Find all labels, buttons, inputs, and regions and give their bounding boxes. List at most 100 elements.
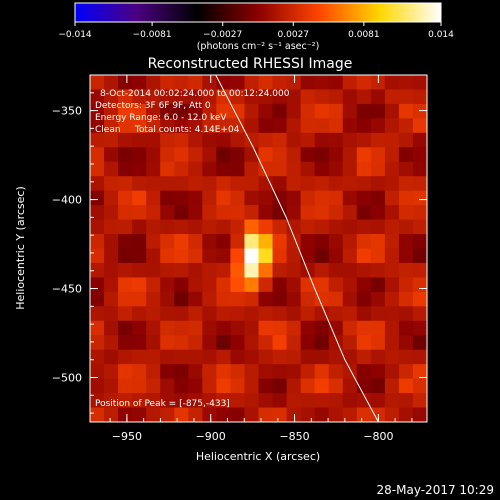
heatmap-cell <box>356 75 372 91</box>
heatmap-cell <box>314 306 330 322</box>
heatmap-cell <box>244 335 260 351</box>
heatmap-cell <box>300 335 316 351</box>
heatmap-cell <box>300 103 316 119</box>
heatmap-cell <box>132 132 147 148</box>
heatmap-cell <box>286 161 302 177</box>
heatmap-cell <box>300 407 316 422</box>
heatmap-cell <box>328 103 344 119</box>
heatmap-cell <box>412 161 427 177</box>
heatmap-cell <box>202 176 217 192</box>
heatmap-cell <box>104 349 119 365</box>
heatmap-cell <box>188 234 203 250</box>
heatmap-cell <box>202 407 217 422</box>
heatmap-cell <box>132 378 147 394</box>
heatmap-cell <box>314 407 330 422</box>
heatmap-cell <box>412 349 427 365</box>
heatmap-cell <box>90 205 105 221</box>
heatmap-cell <box>216 147 232 163</box>
heatmap-cell <box>370 118 386 134</box>
heatmap-cell <box>272 118 288 134</box>
heatmap-cell <box>384 75 400 91</box>
heatmap-cell <box>174 407 189 422</box>
heatmap-cell <box>328 277 344 293</box>
heatmap-cell <box>230 291 246 307</box>
heatmap-cell <box>398 378 414 394</box>
heatmap-cell <box>314 234 330 250</box>
heatmap-cell <box>398 205 414 221</box>
heatmap-cell <box>174 190 189 206</box>
heatmap-cell <box>104 291 119 307</box>
heatmap-cell <box>412 291 427 307</box>
heatmap-cell <box>412 190 427 206</box>
heatmap-cell <box>90 277 105 293</box>
heatmap-cell <box>342 205 358 221</box>
heatmap-cell <box>146 349 161 365</box>
heatmap-cell <box>328 349 344 365</box>
heatmap-cell <box>342 132 358 148</box>
heatmap-cell <box>356 103 372 119</box>
heatmap-cell <box>118 75 133 91</box>
heatmap-cell <box>230 161 246 177</box>
heatmap-cell <box>342 262 358 279</box>
heatmap-cell <box>258 320 274 336</box>
heatmap-cell <box>328 205 344 221</box>
heatmap-cell <box>370 349 386 365</box>
heatmap-cell <box>412 89 427 105</box>
detectors-annotation: Detectors: 3F 6F 9F, Att 0 <box>95 101 211 111</box>
heatmap-cell <box>286 103 302 119</box>
heatmap-cell <box>342 277 358 293</box>
heatmap-cell <box>398 262 414 279</box>
heatmap-cell <box>202 364 217 380</box>
heatmap-cell <box>160 291 175 307</box>
heatmap-cell <box>384 190 400 206</box>
heatmap-cell <box>370 89 386 105</box>
heatmap-cell <box>104 103 119 119</box>
heatmap-cell <box>272 349 288 365</box>
heatmap-cell <box>370 393 386 409</box>
heatmap-cell <box>118 161 133 177</box>
heatmap-cell <box>286 393 302 409</box>
heatmap-cell <box>230 407 246 422</box>
heatmap-cell <box>258 219 274 235</box>
heatmap-cell <box>370 306 386 322</box>
heatmap-cell <box>188 205 203 221</box>
heatmap-cell <box>202 248 217 264</box>
heatmap-cell <box>118 234 133 250</box>
heatmap-cell <box>342 335 358 351</box>
heatmap-cell <box>118 118 133 134</box>
heatmap-cell <box>132 248 147 264</box>
heatmap-cell <box>272 335 288 351</box>
axis-ticks: −950 −900 −850 −800 −350 −400 −450 −500 <box>52 75 427 443</box>
heatmap-cell <box>356 364 372 380</box>
y-axis-label: Heliocentric Y (arcsec) <box>14 186 27 310</box>
heatmap-cell <box>146 407 161 422</box>
heatmap-cell <box>230 277 246 293</box>
heatmap-cell <box>328 393 344 409</box>
heatmap-cell <box>188 320 203 336</box>
heatmap-cell <box>356 378 372 394</box>
heatmap-cell <box>160 147 175 163</box>
heatmap-cell <box>328 234 344 250</box>
heatmap-cell <box>160 306 175 322</box>
heatmap-cell <box>244 320 260 336</box>
heatmap-cell <box>202 320 217 336</box>
heatmap-cell <box>272 306 288 322</box>
heatmap-cell <box>174 219 189 235</box>
heatmap-cell <box>174 89 189 105</box>
heatmap-cell <box>216 89 232 105</box>
heatmap-cell <box>160 393 175 409</box>
heatmap-cell <box>286 89 302 105</box>
heatmap-cell <box>398 132 414 148</box>
heatmap-cell <box>356 132 372 148</box>
heatmap-cell <box>300 190 316 206</box>
heatmap-cell <box>258 306 274 322</box>
heatmap-cell <box>216 103 232 119</box>
heatmap-cell <box>132 349 147 365</box>
heatmap-cell <box>398 364 414 380</box>
heatmap-cell <box>258 75 274 91</box>
heatmap-cell <box>412 335 427 351</box>
heatmap-cell <box>146 335 161 351</box>
heatmap-cell <box>216 234 232 250</box>
heatmap-cell <box>286 118 302 134</box>
heatmap-cell <box>230 176 246 192</box>
